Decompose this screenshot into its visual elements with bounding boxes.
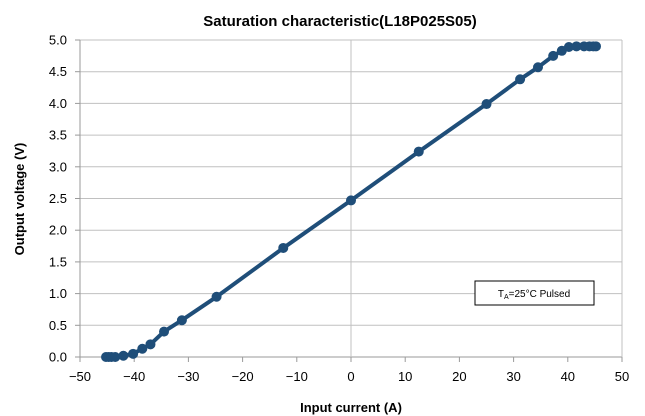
x-tick-label: 40	[561, 369, 575, 384]
data-point	[159, 326, 170, 337]
y-tick-label: 1.0	[49, 286, 67, 301]
x-tick-label: 20	[452, 369, 466, 384]
data-point	[128, 348, 139, 359]
condition-note-box	[474, 280, 595, 306]
data-point	[278, 242, 289, 253]
x-tick-label: −10	[286, 369, 308, 384]
y-tick-label: 2.0	[49, 223, 67, 238]
chart-title: Saturation characteristic(L18P025S05)	[203, 13, 476, 30]
data-point	[563, 41, 574, 52]
condition-note-text: TA=25°C Pulsed	[498, 289, 570, 301]
data-point	[110, 352, 121, 362]
data-point	[548, 50, 559, 61]
x-tick-label: 50	[615, 369, 629, 384]
x-axis-label: Input current (A)	[300, 400, 402, 415]
x-tick-label: 10	[398, 369, 412, 384]
condition-note-main: T	[498, 289, 504, 300]
y-tick-label: 0.5	[49, 318, 67, 333]
y-tick-label: 4.0	[49, 96, 67, 111]
y-tick-label: 1.5	[49, 254, 67, 269]
y-tick-label: 0.0	[49, 350, 67, 365]
data-point	[532, 62, 543, 73]
data-point	[145, 339, 156, 350]
data-point	[590, 41, 601, 52]
y-tick-label: 5.0	[49, 33, 67, 48]
x-tick-label: −40	[123, 369, 145, 384]
condition-note: TA=25°C Pulsed	[474, 280, 595, 306]
x-tick-label: −20	[232, 369, 254, 384]
condition-note-rest: =25°C Pulsed	[509, 289, 571, 300]
y-tick-label: 4.5	[49, 64, 67, 79]
x-tick-label: −30	[177, 369, 199, 384]
y-tick-label: 2.5	[49, 191, 67, 206]
data-point	[211, 291, 222, 302]
y-tick-labels: 0.0 0.5 1.0 1.5 2.0 2.5 3.0 3.5 4.0 4.5 5.0	[49, 33, 67, 365]
data-point	[515, 74, 526, 85]
condition-note-subscript: A	[504, 294, 509, 301]
y-tick-label: 3.5	[49, 128, 67, 143]
y-tick-label: 3.0	[49, 159, 67, 174]
x-tick-label: 0	[347, 369, 354, 384]
data-point	[137, 343, 148, 354]
data-point	[176, 315, 187, 326]
x-tick-labels: −50 −40 −30 −20 −10 0 10 20 30 40 50	[69, 369, 629, 384]
data-point	[571, 41, 582, 52]
data-point	[118, 350, 129, 361]
x-tick-label: 30	[506, 369, 520, 384]
series-group	[101, 41, 601, 362]
x-tick-label: −50	[69, 369, 91, 384]
y-axis-label: Output voltage (V)	[12, 143, 27, 256]
data-point	[346, 195, 356, 206]
data-point	[481, 99, 492, 110]
axes	[75, 39, 623, 362]
data-point	[413, 146, 424, 157]
